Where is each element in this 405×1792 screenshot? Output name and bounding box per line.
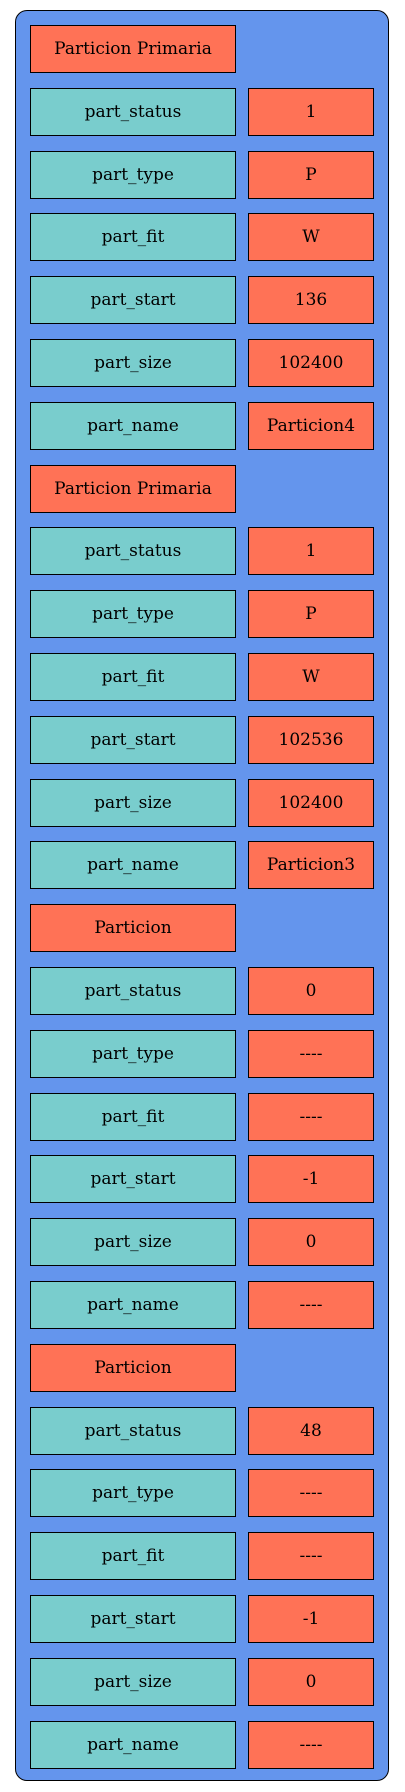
field-key: part_start [30,715,236,764]
field-key: part_type [30,590,236,639]
field-value: 48 [248,1406,374,1455]
field-key: part_name [30,841,236,890]
field-value: ---- [248,1092,374,1141]
field-key: part_fit [30,1092,236,1141]
field-key: part_type [30,150,236,199]
field-value: ---- [248,1281,374,1329]
field-key: part_status [30,967,236,1015]
field-key: part_fit [30,213,236,262]
field-key: part_fit [30,653,236,701]
field-key: part_size [30,778,236,827]
field-key: part_type [30,1469,236,1518]
field-key: part_start [30,276,236,325]
partition-header: Particion [30,1343,236,1392]
field-value: P [248,150,374,199]
field-key: part_fit [30,1532,236,1581]
field-value: P [248,590,374,639]
field-key: part_name [30,401,236,450]
field-key: part_name [30,1281,236,1329]
field-key: part_size [30,1657,236,1706]
field-value: 102400 [248,339,374,387]
field-key: part_start [30,1595,236,1643]
field-value: ---- [248,1469,374,1518]
field-value: ---- [248,1720,374,1769]
field-key: part_name [30,1720,236,1769]
field-value: 1 [248,87,374,136]
field-key: part_start [30,1155,236,1204]
field-value: ---- [248,1029,374,1078]
field-key: part_status [30,87,236,136]
field-key: part_size [30,1218,236,1267]
field-key: part_size [30,339,236,387]
field-value: 0 [248,1218,374,1267]
field-value: -1 [248,1595,374,1643]
field-value: ---- [248,1532,374,1581]
partition-header: Particion Primaria [30,464,236,513]
field-value: W [248,653,374,701]
field-value: 0 [248,1657,374,1706]
field-key: part_type [30,1029,236,1078]
field-key: part_status [30,1406,236,1455]
field-value: -1 [248,1155,374,1204]
field-value: Particion4 [248,401,374,450]
field-value: 0 [248,967,374,1015]
field-value: 102536 [248,715,374,764]
field-value: Particion3 [248,841,374,890]
field-value: 102400 [248,778,374,827]
field-key: part_status [30,527,236,576]
field-value: 136 [248,276,374,325]
field-value: W [248,213,374,262]
partition-header: Particion [30,904,236,953]
partition-header: Particion Primaria [30,25,236,73]
field-value: 1 [248,527,374,576]
